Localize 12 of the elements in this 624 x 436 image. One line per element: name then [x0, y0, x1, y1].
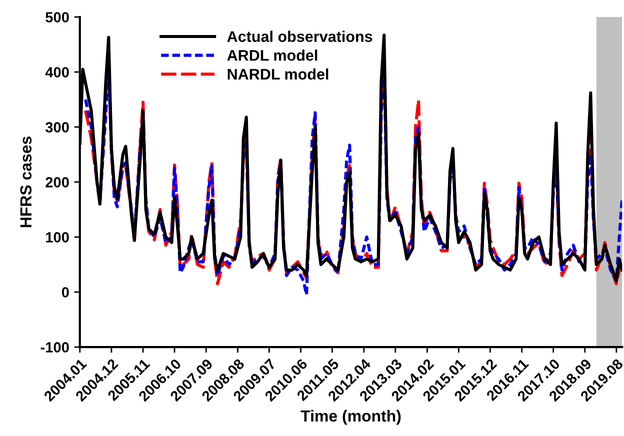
y-tick-label: -100 [40, 342, 69, 352]
y-axis-title: HFRS cases [20, 136, 32, 228]
legend-label: NARDL model [228, 68, 328, 80]
legend-label: Actual observations [227, 30, 372, 42]
y-tick-label: 500 [46, 12, 69, 22]
y-tick-label: 200 [46, 177, 69, 188]
x-axis-title: Time (month) [300, 410, 401, 425]
y-tick-label: 300 [45, 122, 69, 132]
y-tick-label: 400 [45, 67, 69, 78]
y-tick-label: 100 [46, 232, 69, 242]
legend-label: ARDL model [227, 50, 318, 61]
y-tick-label: 0 [62, 287, 69, 298]
